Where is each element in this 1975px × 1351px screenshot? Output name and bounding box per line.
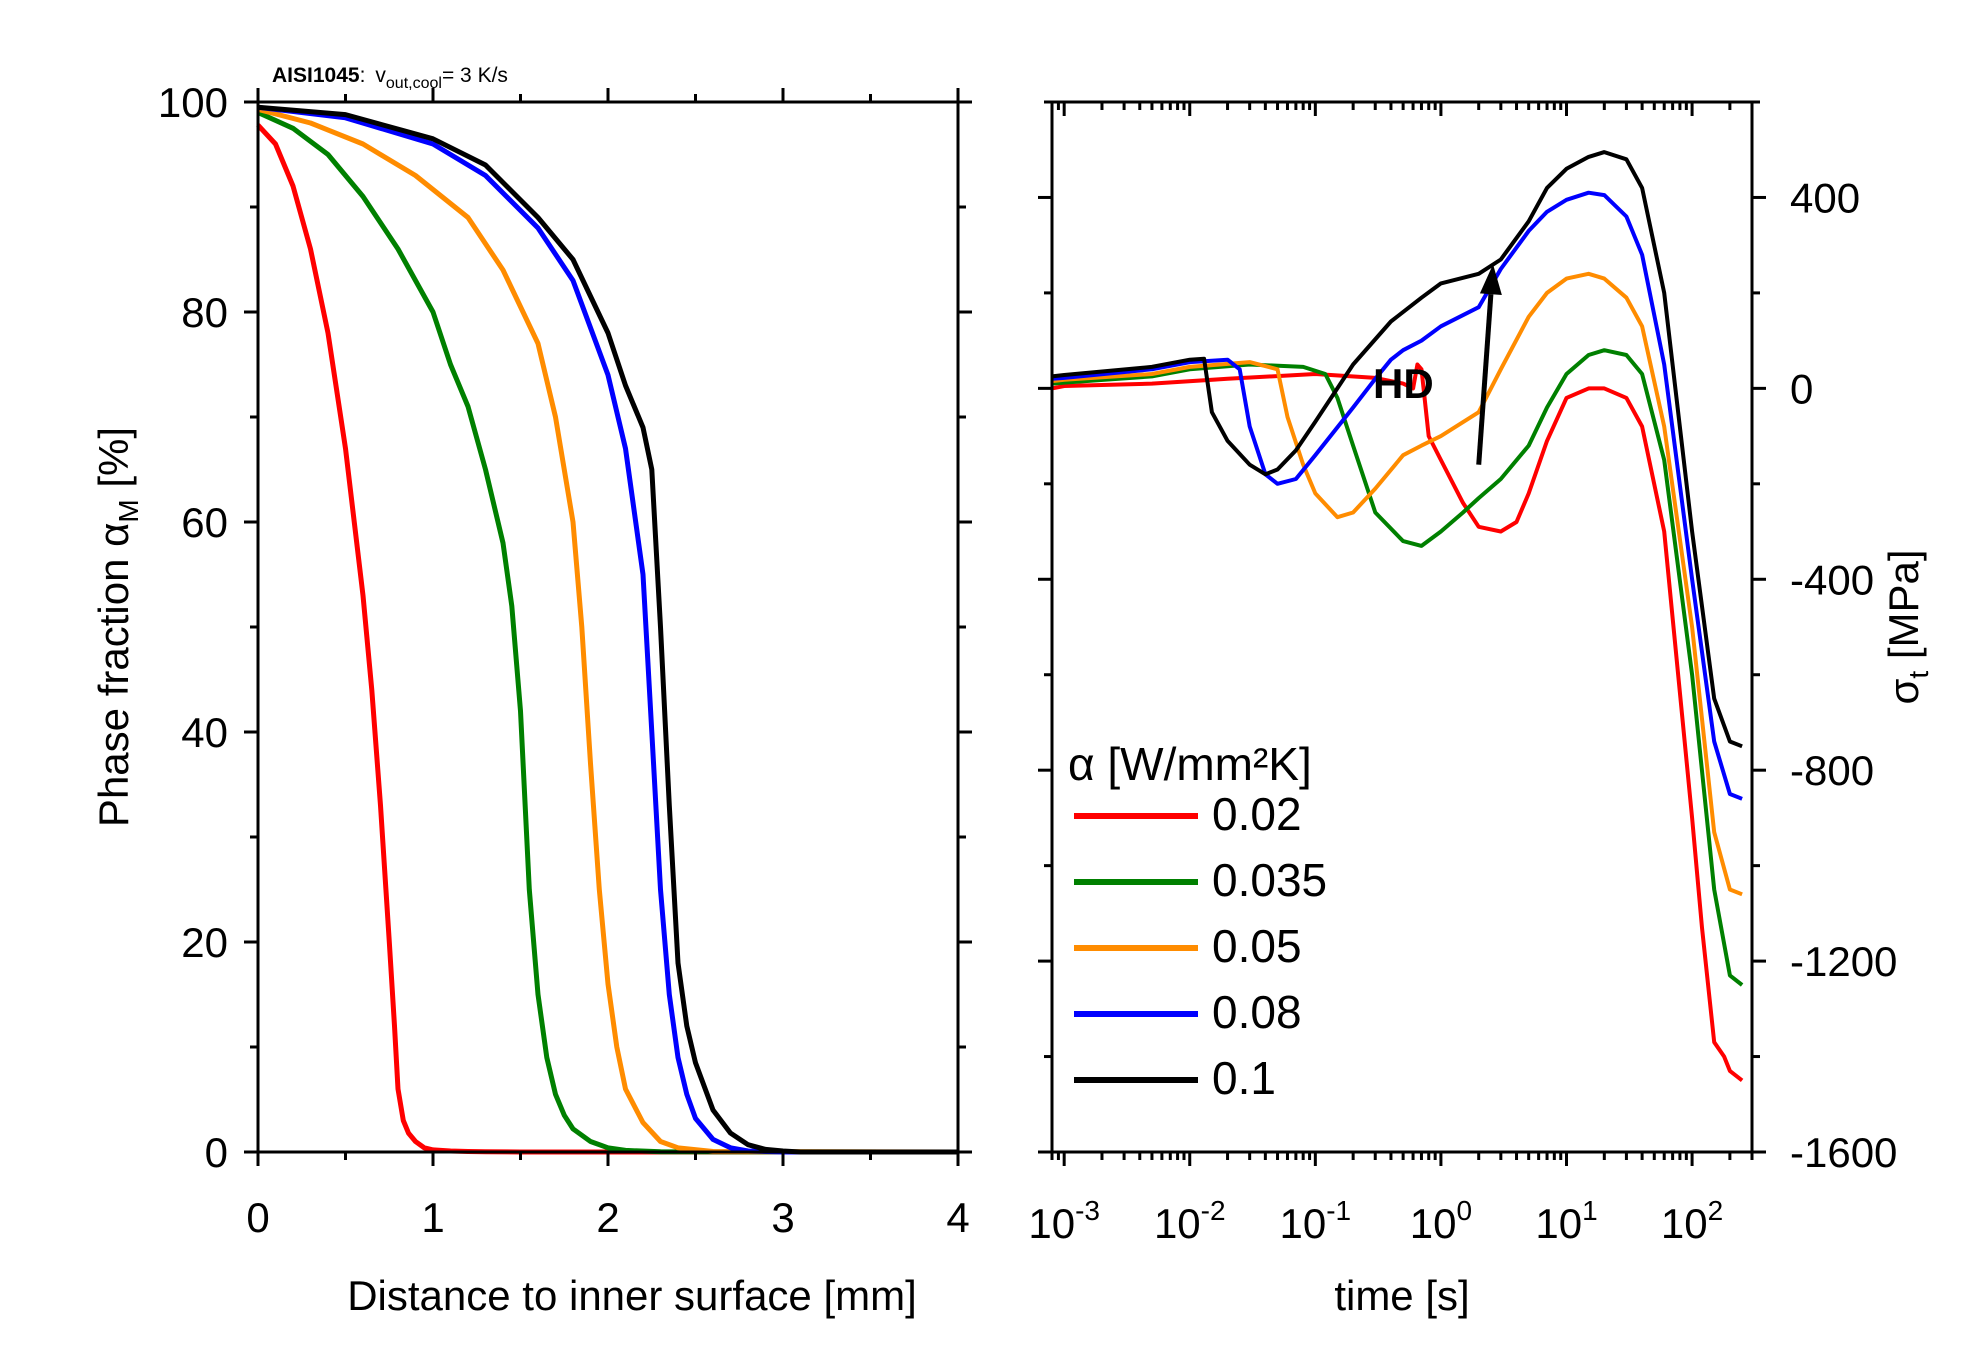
legend-item: 0.08 — [1074, 986, 1302, 1038]
right-chart-y-label: σt [MPa] — [1880, 549, 1934, 704]
right-chart-lines — [1051, 150, 1744, 1082]
left-y-label-sub: M — [113, 499, 144, 522]
annotation-v-rest: = 3 K/s — [442, 64, 508, 87]
right-chart-ticks — [1038, 100, 1766, 1166]
left-x-tick-label: 2 — [596, 1194, 619, 1241]
legend-label: 0.1 — [1212, 1052, 1276, 1104]
left-chart: AISI1045: vout,cool= 3 K/s 0 1 2 3 4 0 20 40 60 8… — [90, 64, 972, 1319]
left-y-tick-label: 40 — [181, 709, 228, 756]
legend-title: α [W/mm²K] — [1068, 738, 1312, 790]
left-chart-lines — [256, 104, 959, 1155]
right-x-tick-label: 10-2 — [1154, 1195, 1226, 1247]
right-y-tick-label: -1600 — [1790, 1129, 1897, 1176]
legend-item: 0.02 — [1074, 788, 1302, 840]
hd-arrow-head — [1479, 264, 1502, 295]
left-y-tick-label: 80 — [181, 289, 228, 336]
right-chart-x-tick-labels: 10-3 10-2 10-1 100 101 102 — [1028, 1195, 1723, 1247]
left-x-tick-label: 3 — [771, 1194, 794, 1241]
legend-label: 0.035 — [1212, 854, 1327, 906]
legend-item: 0.05 — [1074, 920, 1302, 972]
left-x-tick-label: 4 — [946, 1194, 969, 1241]
hd-arrow-shaft — [1476, 294, 1494, 465]
right-x-tick-label: 102 — [1661, 1195, 1723, 1247]
annotation-v-sub: out,cool — [386, 75, 442, 92]
hd-arrow — [1476, 264, 1502, 465]
left-y-tick-label: 100 — [158, 79, 228, 126]
left-x-tick-label: 1 — [421, 1194, 444, 1241]
legend-item: 0.035 — [1074, 854, 1327, 906]
right-chart-frame — [1050, 100, 1754, 1154]
left-chart-y-label: Phase fraction αM [%] — [90, 427, 144, 827]
tick-label-base: 10 — [1410, 1200, 1457, 1247]
legend-label: 0.08 — [1212, 986, 1302, 1038]
legend-item: 0.1 — [1074, 1052, 1276, 1104]
annotation-v-base: v — [375, 64, 386, 87]
tick-label-base: 10 — [1280, 1200, 1327, 1247]
left-series-line-0.035 — [256, 110, 959, 1155]
left-series-line-0.05 — [257, 106, 959, 1155]
right-y-label-sub: t — [1903, 671, 1934, 679]
tick-label-exponent: -2 — [1201, 1195, 1226, 1226]
right-y-tick-label: 0 — [1790, 365, 1813, 412]
left-chart-ticks — [244, 88, 972, 1166]
right-series-line-0.035 — [1051, 348, 1744, 987]
right-y-tick-label: -1200 — [1790, 938, 1897, 985]
right-y-tick-label: 400 — [1790, 174, 1860, 221]
right-series-line-0.02 — [1051, 362, 1744, 1082]
tick-label-base: 10 — [1535, 1200, 1582, 1247]
tick-label-exponent: -1 — [1326, 1195, 1351, 1226]
right-chart: 10-3 10-2 10-1 100 101 102 4000-400-800-1200-… — [1028, 100, 1934, 1319]
left-y-tick-label: 20 — [181, 919, 228, 966]
left-y-label-main: Phase fraction α — [90, 523, 137, 827]
legend-label: 0.02 — [1212, 788, 1302, 840]
right-x-tick-label: 10-3 — [1028, 1195, 1100, 1247]
legend: α [W/mm²K] 0.02 0.035 0.05 0.08 0.1 — [1068, 738, 1327, 1104]
left-y-tick-label: 60 — [181, 499, 228, 546]
right-x-tick-label: 100 — [1410, 1195, 1472, 1247]
annotation-separator: : — [360, 64, 366, 87]
legend-items: 0.02 0.035 0.05 0.08 0.1 — [1074, 788, 1327, 1104]
right-chart-x-label: time [s] — [1334, 1272, 1469, 1319]
right-y-label-unit: [MPa] — [1880, 549, 1927, 670]
right-y-tick-label: -800 — [1790, 747, 1874, 794]
right-series-line-0.08 — [1051, 190, 1743, 801]
right-series-line-0.05 — [1051, 271, 1743, 897]
tick-label-exponent: 2 — [1708, 1195, 1724, 1226]
tick-label-exponent: 0 — [1456, 1195, 1472, 1226]
right-y-tick-label: -400 — [1790, 556, 1874, 603]
right-y-label-main: σ — [1880, 679, 1927, 705]
legend-label: 0.05 — [1212, 920, 1302, 972]
tick-label-base: 10 — [1661, 1200, 1708, 1247]
left-series-line-0.08 — [257, 104, 958, 1155]
tick-label-base: 10 — [1154, 1200, 1201, 1247]
right-series-line-0.1 — [1051, 150, 1743, 749]
left-y-tick-label: 0 — [205, 1129, 228, 1176]
annotation-material: AISI1045 — [272, 64, 360, 87]
left-chart-y-tick-labels: 0 20 40 60 80 100 — [158, 79, 228, 1176]
left-chart-x-tick-labels: 0 1 2 3 4 — [246, 1194, 969, 1241]
right-x-tick-label: 101 — [1535, 1195, 1597, 1247]
right-chart-y-tick-labels: 400 0 -400 -800 -1200 -1600 — [1790, 174, 1897, 1176]
tick-label-exponent: 1 — [1582, 1195, 1598, 1226]
hd-annotation: HD — [1373, 360, 1434, 407]
tick-label-exponent: -3 — [1075, 1195, 1100, 1226]
left-x-tick-label: 0 — [246, 1194, 269, 1241]
left-series-line-0.1 — [257, 104, 958, 1155]
right-x-tick-label: 10-1 — [1280, 1195, 1352, 1247]
left-chart-annotation: AISI1045: vout,cool= 3 K/s — [272, 64, 508, 92]
left-chart-x-label: Distance to inner surface [mm] — [347, 1272, 917, 1319]
tick-label-base: 10 — [1028, 1200, 1075, 1247]
left-y-label-unit: [%] — [90, 427, 137, 499]
